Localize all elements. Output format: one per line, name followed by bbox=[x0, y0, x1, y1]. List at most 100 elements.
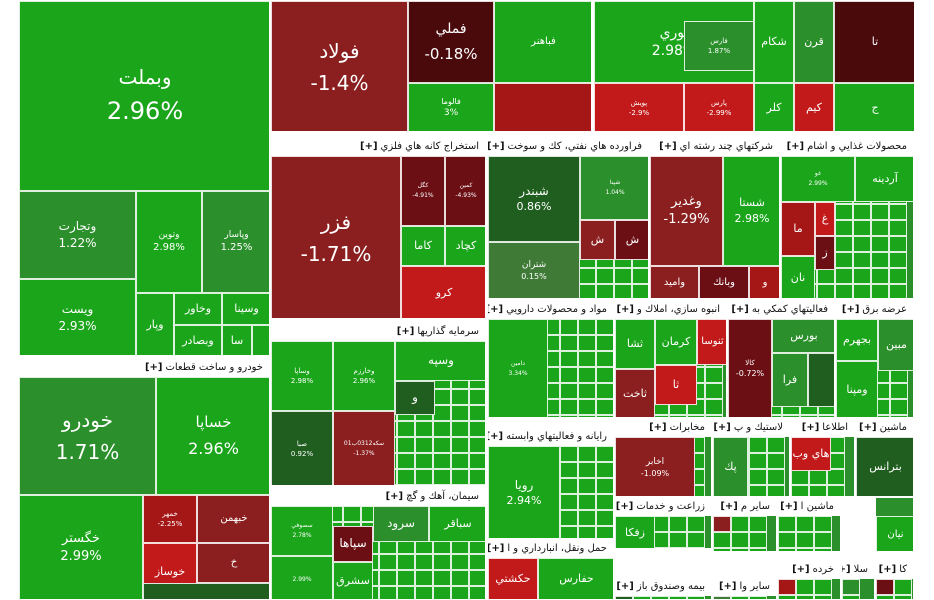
sector-cement[interactable]: سيمان، آهك و گچ[+] سرود سپاها سباقر سصوفي 2.7… bbox=[270, 487, 486, 600]
treemap-tile-vpasar[interactable]: وپاسار 1.25% bbox=[202, 191, 269, 293]
sector-header[interactable]: سلا[+] bbox=[842, 561, 874, 579]
sector-header[interactable]: سيمان، آهك و گچ[+] bbox=[271, 488, 485, 506]
treemap-tile-small-01[interactable] bbox=[252, 325, 269, 355]
treemap-tile-riva[interactable]: رويا 2.94% bbox=[488, 446, 560, 538]
treemap-tile-sh1[interactable]: ش bbox=[580, 220, 615, 260]
treemap-tile-vmapna[interactable]: ومپنا bbox=[836, 361, 878, 417]
treemap-tile-parsi[interactable]: پارس -2.99% bbox=[684, 83, 754, 131]
sector-header[interactable]: زراعت و خدمات[+] bbox=[615, 498, 711, 516]
sector-other[interactable]: ساير م[+] bbox=[712, 497, 777, 552]
treemap-tile-seke[interactable]: سكه0312ب01 -1.37% bbox=[333, 411, 395, 485]
sector-plastic[interactable]: لاستيك و پ[+] پك bbox=[712, 418, 790, 497]
treemap-tile-ardine[interactable]: آردينه bbox=[855, 156, 913, 202]
treemap-tile-vpost[interactable]: ويست 2.93% bbox=[19, 279, 136, 355]
treemap-tile-vghadir[interactable]: وغدير -1.29% bbox=[650, 156, 723, 266]
sector-insurance[interactable]: بيمه وصندوق باز[+] bbox=[614, 577, 712, 600]
sector-machine2[interactable]: ماشين ا[+] bbox=[777, 497, 841, 552]
sector-finance[interactable]: فعاليتهاي كمكي به[+] بورس كالا -0.72% فرا bbox=[727, 300, 835, 418]
treemap-tile-kama[interactable]: كاما bbox=[401, 226, 445, 266]
sector-build[interactable]: انبوه سازي، املاك و[+] كرمان ثنوسا ثشا ثا ثاخ… bbox=[614, 300, 727, 418]
sector-agri[interactable]: زراعت و خدمات[+] زفكا bbox=[614, 497, 712, 549]
sector-basic[interactable]: فولاد -1.4% فملي -0.18% فباهنر فالوما 3% bbox=[270, 0, 592, 132]
sector-header[interactable]: حمل ونقل، انبارداري و ا[+] bbox=[488, 540, 613, 558]
treemap-tile-vsapa[interactable]: وساپا 2.98% bbox=[271, 341, 333, 411]
sector-multi[interactable]: شركتهاي چند رشته اي[+] وغدير -1.29% شستا 2.9… bbox=[649, 137, 780, 299]
sector-header[interactable]: خرده[+] bbox=[778, 561, 840, 579]
treemap-tile-ta2[interactable]: ثا bbox=[655, 365, 697, 405]
expand-sector-button[interactable]: [+] bbox=[144, 362, 163, 373]
treemap-tile-fabahonar[interactable]: فباهنر bbox=[494, 1, 591, 83]
sector-nian[interactable]: نيان bbox=[875, 497, 914, 552]
expand-sector-button[interactable]: [+] bbox=[360, 141, 378, 152]
expand-sector-button[interactable]: [+] bbox=[859, 422, 877, 433]
sector-header[interactable]: ساير وا[+] bbox=[713, 578, 776, 596]
sector-header[interactable]: مخابرات[+] bbox=[615, 419, 711, 437]
sector-petro[interactable]: نوري 2.98% فارس 1.87% پويش -2.9% پارس -2.99% شكا… bbox=[593, 0, 915, 132]
treemap-tile-sharq[interactable]: سشرق bbox=[333, 562, 373, 599]
sector-header[interactable]: ماشين ا[+] bbox=[778, 498, 840, 516]
sector-metals[interactable]: وبملت 2.96% وتجارت 1.22% وتوين 2.98% وپاسار 1.2… bbox=[18, 0, 270, 356]
treemap-tile-faluma[interactable]: فالوما 3% bbox=[408, 83, 494, 131]
expand-sector-button[interactable]: [+] bbox=[488, 141, 505, 152]
treemap-tile-khsapa[interactable]: خساپا 2.96% bbox=[156, 377, 269, 495]
sector-auto[interactable]: خودرو و ساخت قطعات[+] خودرو 1.71% خساپا 2.96… bbox=[18, 358, 270, 600]
treemap-tile-vkharazm[interactable]: وخارزم 2.96% bbox=[333, 341, 395, 411]
treemap-tile-cem-s1[interactable]: 2.99% bbox=[271, 556, 333, 599]
treemap-tile-kerman[interactable]: كرمان bbox=[655, 319, 697, 365]
treemap-tile-fin-s1[interactable] bbox=[808, 353, 834, 407]
sector-header[interactable]: عرضه برق[+] bbox=[836, 301, 913, 319]
treemap-tile-daru1[interactable]: دامين 3.34% bbox=[488, 319, 548, 417]
treemap-tile-hafars[interactable]: حفارس bbox=[538, 558, 613, 599]
treemap-tile-vtejarat[interactable]: وتجارت 1.22% bbox=[19, 191, 136, 279]
sector-transport[interactable]: حمل ونقل، انبارداري و ا[+] حفارس حكشتي bbox=[487, 539, 614, 600]
sector-pharma[interactable]: مواد و محصولات دارويي[+] دامين 3.34% bbox=[487, 300, 614, 418]
treemap-tile-vo2[interactable]: و bbox=[395, 381, 435, 415]
treemap-tile-kagol[interactable]: كگل -4.91% bbox=[401, 156, 445, 226]
treemap-tile-zkarka[interactable]: زفكا bbox=[615, 516, 655, 548]
sector-header[interactable]: انبوه سازي، املاك و[+] bbox=[615, 301, 726, 319]
expand-sector-button[interactable]: [+] bbox=[659, 141, 677, 152]
treemap-tile-vtoein[interactable]: وتوين 2.98% bbox=[136, 191, 202, 293]
treemap-tile-fara[interactable]: فرا bbox=[772, 353, 808, 407]
treemap-tile-vbank[interactable]: وبانك bbox=[699, 266, 749, 298]
sector-header[interactable]: استخراج كانه هاي فلزي[+] bbox=[271, 138, 485, 156]
treemap-tile-fazer[interactable]: فزر -1.71% bbox=[271, 156, 401, 318]
sector-header[interactable]: مواد و محصولات دارويي[+] bbox=[488, 301, 613, 319]
expand-sector-button[interactable]: [+] bbox=[792, 564, 810, 575]
treemap-tile-smoto[interactable]: سصوفي 2.78% bbox=[271, 506, 333, 556]
treemap-tile-nian[interactable]: نيان bbox=[876, 516, 913, 551]
treemap-tile-fars[interactable]: فارس 1.87% bbox=[684, 21, 754, 71]
treemap-tile-ta[interactable]: تا bbox=[834, 1, 914, 83]
sector-header[interactable]: محصولات غذايي و اشام[+] bbox=[781, 138, 913, 156]
treemap-tile-sa[interactable]: سا bbox=[222, 325, 252, 355]
treemap-tile-shtran[interactable]: شتران 0.15% bbox=[488, 242, 580, 298]
sector-header[interactable]: كا[+] bbox=[876, 561, 913, 579]
treemap-tile-naan[interactable]: نان bbox=[781, 256, 815, 298]
treemap-tile-z[interactable]: ز bbox=[815, 236, 835, 270]
treemap-tile-mobin[interactable]: مبين bbox=[878, 319, 913, 371]
treemap-tile-khgostar[interactable]: خگستر 2.99% bbox=[19, 495, 143, 599]
treemap-tile-sima[interactable]: صبا 0.92% bbox=[271, 411, 333, 485]
treemap-tile-foolad[interactable]: فولاد -1.4% bbox=[271, 1, 408, 131]
expand-sector-button[interactable]: [+] bbox=[713, 422, 731, 433]
expand-sector-button[interactable]: [+] bbox=[841, 304, 860, 315]
sector-it[interactable]: رايانه و فعاليتهاي وابسته[+] رويا 2.94% bbox=[487, 427, 614, 539]
treemap-tile-karan[interactable]: قرن bbox=[794, 1, 834, 83]
treemap-tile-kamin[interactable]: كمين -4.93% bbox=[445, 156, 485, 226]
expand-sector-button[interactable]: [+] bbox=[616, 581, 634, 592]
treemap-tile-khbahman[interactable]: خبهمن bbox=[197, 495, 269, 543]
sector-header[interactable]: لاستيك و پ[+] bbox=[713, 419, 789, 437]
sector-header[interactable]: ماشين[+] bbox=[856, 419, 913, 437]
treemap-tile-vamid[interactable]: واميد bbox=[650, 266, 699, 298]
treemap-tile-vkhavar[interactable]: وخاور bbox=[174, 293, 222, 325]
treemap-tile-sanosa[interactable]: ثنوسا bbox=[697, 319, 726, 365]
sector-header[interactable]: اطلاعا[+] bbox=[791, 419, 854, 437]
treemap-tile-vbmellat[interactable]: وبملت 2.96% bbox=[19, 1, 269, 191]
sector-retail[interactable]: خرده[+] bbox=[777, 560, 841, 600]
treemap-tile-kchad[interactable]: كچاد bbox=[445, 226, 485, 266]
treemap-tile-sarood[interactable]: سرود bbox=[373, 506, 429, 542]
sector-header[interactable]: شركتهاي چند رشته اي[+] bbox=[650, 138, 779, 156]
treemap-tile-kh[interactable]: خ bbox=[197, 543, 269, 583]
expand-sector-button[interactable]: [+] bbox=[731, 304, 749, 315]
treemap-tile-vsina[interactable]: وسينا bbox=[222, 293, 269, 325]
